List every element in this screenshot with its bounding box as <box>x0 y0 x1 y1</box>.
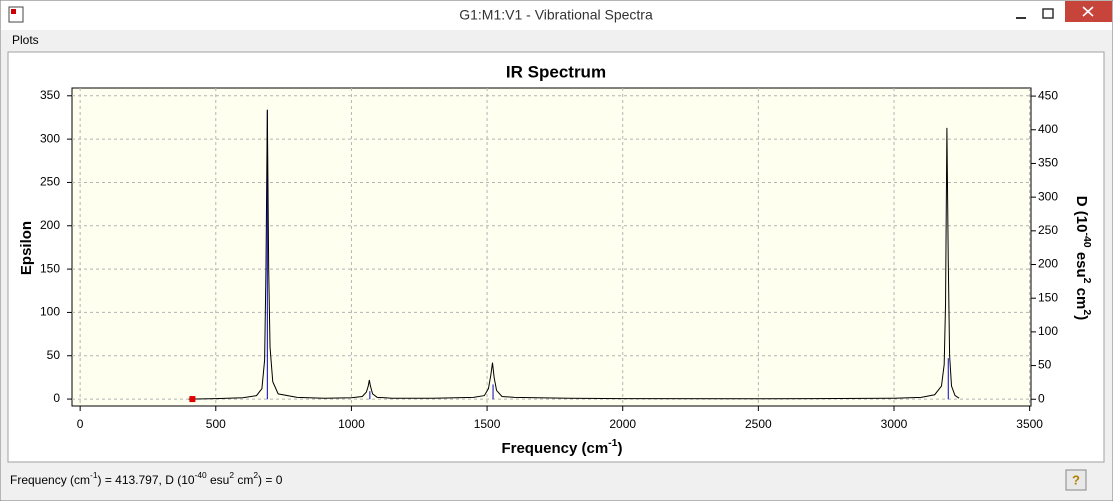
x-axis-label: Frequency (cm-1) <box>501 437 622 457</box>
text-part: D (10 <box>1073 196 1090 233</box>
title-bar <box>1 1 1112 30</box>
spectrum-line <box>188 109 960 400</box>
menu-item[interactable]: Plots <box>12 33 39 47</box>
text-part: cm <box>234 473 253 487</box>
superscript: -40 <box>195 470 207 480</box>
y-axis-label: Epsilon <box>18 221 35 275</box>
y2-tick-label: 100 <box>1038 324 1058 338</box>
maximize-button[interactable] <box>1042 8 1054 19</box>
y-tick-label: 200 <box>40 218 60 232</box>
superscript: 2 <box>1081 309 1093 315</box>
y2-tick-label: 250 <box>1038 223 1058 237</box>
svg-text:?: ? <box>1072 472 1080 487</box>
superscript: -1 <box>90 470 98 480</box>
y-tick-label: 100 <box>40 305 60 319</box>
close-button[interactable] <box>1065 1 1112 22</box>
y-tick-label: 150 <box>40 261 60 275</box>
superscript: 2 <box>1081 278 1093 284</box>
y2-tick-label: 150 <box>1038 290 1058 304</box>
plot-area <box>71 87 1032 407</box>
superscript: -1 <box>608 437 617 449</box>
y2-tick-label: 350 <box>1038 156 1058 170</box>
x-tick-label: 2500 <box>745 417 772 431</box>
x-tick-label: 3000 <box>881 417 908 431</box>
window-title: G1:M1:V1 - Vibrational Spectra <box>459 7 653 23</box>
grid <box>72 88 1031 406</box>
y2-tick-label: 50 <box>1038 358 1052 372</box>
chart-title: IR Spectrum <box>506 62 606 81</box>
text-part: ) <box>618 440 623 457</box>
text-part: ) = 413.797, D (10 <box>97 473 194 487</box>
superscript: 2 <box>229 470 234 480</box>
y-tick-label: 0 <box>53 391 60 405</box>
text-part: ) <box>1073 315 1090 320</box>
text-part: cm <box>1073 284 1090 310</box>
status-text: Frequency (cm-1) = 413.797, D (10-40 esu… <box>10 470 283 487</box>
x-tick-label: 1500 <box>474 417 501 431</box>
help-button[interactable]: ? <box>1065 469 1087 491</box>
y-tick-label: 250 <box>40 175 60 189</box>
y2-tick-label: 450 <box>1038 88 1058 102</box>
y2-tick-label: 200 <box>1038 257 1058 271</box>
x-tick-label: 1000 <box>338 417 365 431</box>
y-tick-label: 300 <box>40 131 60 145</box>
text-part: ) = 0 <box>258 473 283 487</box>
y2-axis-label: D (10-40 esu2 cm2) <box>1073 196 1093 320</box>
x-tick-label: 3500 <box>1016 417 1043 431</box>
superscript: -40 <box>1081 232 1093 247</box>
text-part: esu <box>1073 248 1090 278</box>
status-bar <box>1 465 1112 499</box>
y-tick-label: 50 <box>47 348 61 362</box>
text-part: Frequency (cm <box>10 473 90 487</box>
y2-tick-label: 400 <box>1038 122 1058 136</box>
cursor-marker <box>189 396 196 403</box>
marks <box>188 109 960 403</box>
text-part: Frequency (cm <box>501 440 608 457</box>
y-tick-label: 350 <box>40 88 60 102</box>
app-icon <box>8 6 24 23</box>
x-tick-label: 2000 <box>609 417 636 431</box>
y2-tick-label: 300 <box>1038 189 1058 203</box>
x-tick-label: 0 <box>77 417 84 431</box>
text-part: esu <box>207 473 230 487</box>
y2-tick-label: 0 <box>1038 391 1045 405</box>
axes: 0 500 1000 1500 2000 2500 3000 3500050100150200… <box>40 88 1058 431</box>
x-tick-label: 500 <box>206 417 226 431</box>
superscript: 2 <box>253 470 258 480</box>
